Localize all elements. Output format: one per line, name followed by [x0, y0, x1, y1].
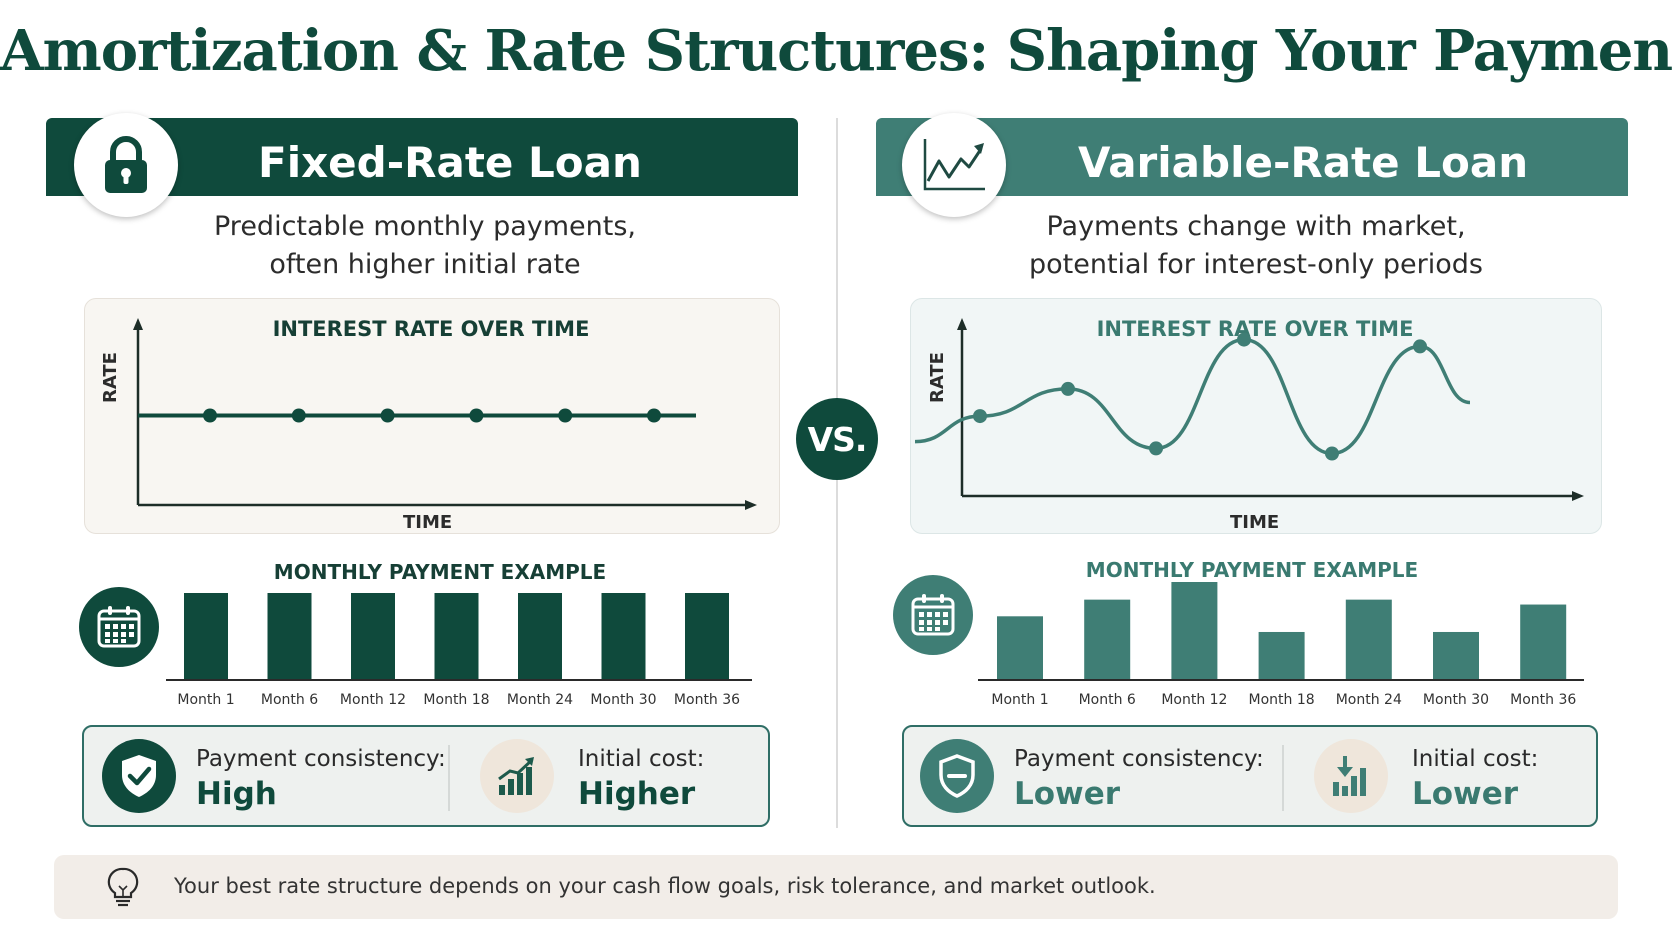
fixed-payment-bar	[351, 593, 395, 680]
fixed-y-axis-label: RATE	[100, 352, 121, 403]
fixed-rate-point	[558, 408, 573, 423]
fixed-rate-point	[469, 408, 484, 423]
footer-lightbulb	[106, 866, 140, 914]
variable-payment-title: MONTHLY PAYMENT EXAMPLE	[1085, 558, 1419, 582]
bar-chart-up-icon	[498, 757, 534, 795]
vs-badge: VS.	[796, 398, 878, 480]
variable-rate-point	[1237, 332, 1251, 347]
fixed-badge	[74, 113, 178, 217]
footer-text: Your best rate structure depends on your…	[174, 874, 1156, 898]
fixed-payment-bar	[518, 593, 562, 680]
fixed-payment-bar	[267, 593, 312, 680]
fixed-rate-point	[203, 408, 217, 423]
variable-subtitle: Payments change with market, potential f…	[936, 208, 1576, 284]
fixed-subtitle: Predictable monthly payments, often high…	[110, 208, 740, 284]
variable-bar-label: Month 36	[1510, 692, 1576, 708]
fixed-payment-chart: Month 1 Month 6 Month 12 Month 18 Month 24 Mo…	[166, 593, 752, 708]
fixed-rate-point	[291, 408, 306, 423]
fixed-bar-label: Month 36	[674, 692, 740, 708]
variable-rate-point	[1325, 446, 1339, 461]
variable-payment-bar	[997, 616, 1043, 680]
trend-line-icon	[923, 139, 985, 191]
variable-y-axis-label: RATE	[927, 352, 948, 403]
fixed-x-axis-label: TIME	[403, 512, 453, 533]
fixed-payment-bar	[434, 593, 479, 680]
variable-bar-label: Month 30	[1423, 692, 1489, 708]
fixed-stat1-label: Payment consistency:	[196, 746, 446, 772]
variable-bar-label: Month 18	[1249, 692, 1315, 708]
fixed-calendar-badge	[79, 587, 159, 667]
variable-payment-bar	[1084, 599, 1131, 680]
variable-subtitle-line2: potential for interest-only periods	[1029, 249, 1483, 280]
variable-payment-bar	[1258, 631, 1305, 680]
fixed-bar-label: Month 1	[177, 692, 234, 708]
footer-note-bar	[54, 855, 1618, 919]
variable-subtitle-line1: Payments change with market,	[1046, 211, 1466, 242]
fixed-subtitle-line1: Predictable monthly payments,	[214, 211, 636, 242]
fixed-title: Fixed-Rate Loan	[258, 138, 642, 187]
variable-stats-panel	[902, 725, 1598, 827]
variable-stat1-badge	[920, 739, 994, 813]
fixed-payment-bar	[184, 593, 228, 680]
variable-stat2-label: Initial cost:	[1412, 746, 1539, 772]
fixed-payment-bar	[685, 593, 729, 680]
fixed-bar-label: Month 12	[340, 692, 406, 708]
variable-stat2-value: Lower	[1412, 776, 1519, 812]
fixed-stats-panel	[82, 725, 770, 827]
variable-x-axis-label: TIME	[1230, 512, 1280, 533]
variable-rate-line	[914, 337, 1471, 456]
variable-badge	[902, 113, 1006, 217]
fixed-stat1-badge	[102, 739, 176, 813]
fixed-payment-title: MONTHLY PAYMENT EXAMPLE	[273, 560, 607, 584]
variable-stat1-label: Payment consistency:	[1014, 746, 1264, 772]
fixed-rate-point	[647, 408, 661, 423]
fixed-bar-label: Month 24	[507, 692, 573, 708]
fixed-bar-label: Month 6	[261, 692, 318, 708]
fixed-stat2-value: Higher	[578, 776, 696, 812]
fixed-payment-bar	[601, 593, 646, 680]
variable-stats-divider	[1282, 745, 1284, 811]
variable-bar-label: Month 24	[1336, 692, 1402, 708]
variable-chart-title: INTEREST RATE OVER TIME	[1096, 317, 1414, 341]
variable-title: Variable-Rate Loan	[1078, 138, 1529, 187]
shield-minus-icon	[939, 754, 975, 798]
variable-rate-point	[973, 409, 987, 424]
variable-payment-bar	[1433, 631, 1479, 680]
variable-payment-bar	[1520, 604, 1567, 680]
shield-check-icon	[122, 755, 156, 797]
variable-stat1-value: Lower	[1014, 776, 1121, 812]
fixed-stat2-label: Initial cost:	[578, 746, 705, 772]
fixed-bar-label: Month 30	[590, 692, 656, 708]
variable-stat2-badge	[1314, 739, 1388, 813]
variable-rate-chart-panel	[910, 298, 1602, 534]
variable-payment-bar	[1345, 599, 1392, 680]
fixed-stat2-badge	[480, 739, 554, 813]
variable-payment-bar	[1171, 582, 1218, 680]
fixed-chart-title: INTEREST RATE OVER TIME	[272, 317, 590, 341]
lightbulb-icon	[107, 867, 139, 907]
variable-rate-point	[1149, 441, 1163, 456]
fixed-subtitle-line2: often higher initial rate	[269, 249, 581, 280]
fixed-rate-point	[380, 408, 395, 423]
variable-rate-point	[1061, 381, 1075, 396]
variable-bar-label: Month 1	[991, 692, 1048, 708]
calendar-icon	[97, 606, 141, 648]
variable-payment-chart: Month 1 Month 6 Month 12 Month 18 Month 24 Mo…	[978, 582, 1584, 708]
variable-rate-chart	[914, 318, 1584, 501]
variable-rate-point	[1413, 339, 1427, 354]
fixed-rate-chart	[133, 318, 757, 510]
lock-icon	[105, 136, 147, 193]
fixed-bar-label: Month 18	[423, 692, 489, 708]
variable-bar-label: Month 12	[1161, 692, 1227, 708]
fixed-stat1-value: High	[196, 776, 277, 812]
page-title: Amortization & Rate Structures: Shaping …	[0, 18, 1672, 84]
variable-calendar-badge	[893, 575, 973, 655]
bar-chart-down-icon	[1333, 756, 1366, 796]
fixed-stats-divider	[448, 745, 450, 811]
variable-bar-label: Month 6	[1079, 692, 1136, 708]
calendar-icon	[911, 594, 955, 636]
